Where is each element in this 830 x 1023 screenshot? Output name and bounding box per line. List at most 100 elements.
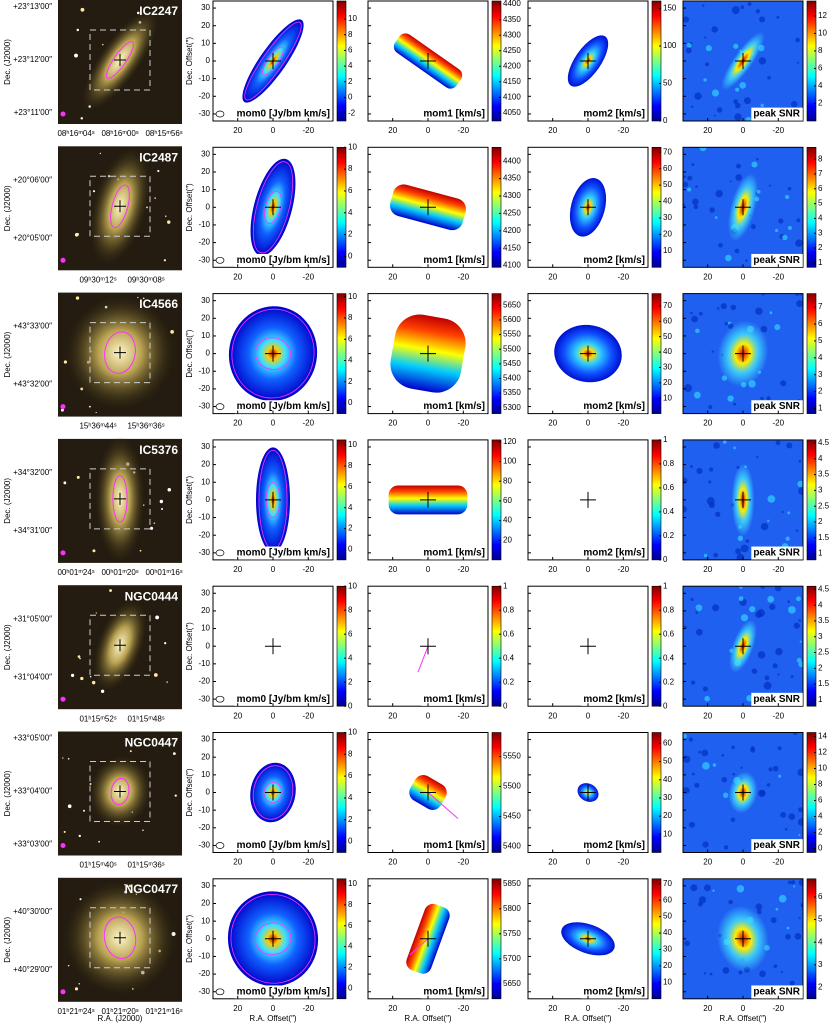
star (74, 53, 78, 58)
y-tick-label: 10 (201, 38, 210, 47)
x-tick-label: -20 (773, 126, 785, 135)
y-tick-label: 20 (201, 167, 210, 176)
noise (716, 107, 723, 113)
noise (782, 234, 788, 241)
center-cross (420, 784, 436, 801)
noise (786, 442, 793, 449)
panel-label: peak SNR (753, 255, 800, 266)
noise (797, 768, 803, 777)
noise (688, 737, 694, 742)
y-tick-label: -10 (198, 220, 210, 229)
beam (60, 257, 66, 263)
y-tick-label: -30 (198, 841, 210, 850)
noise (711, 26, 718, 33)
noise (798, 619, 802, 622)
ra-tick-label: 08ʰ16ᵐ04ˢ (57, 129, 94, 138)
dec-tick-label: +20°05′00″ (13, 233, 52, 242)
noise (712, 604, 720, 612)
center-cross (580, 930, 596, 947)
colorbar-tick-label: 50 (663, 912, 672, 921)
colorbar-tick-label: 0 (348, 252, 353, 261)
x-tick-label: -20 (773, 565, 785, 574)
colorbar-tick-label: 70 (663, 879, 672, 888)
noise (774, 324, 781, 331)
noise (711, 89, 720, 97)
colorbar-tick-label: 3 (818, 370, 823, 379)
noise (715, 189, 723, 198)
star (77, 655, 81, 658)
beam (215, 403, 225, 410)
ra-tick-label: 08ʰ16ᵐ00ˢ (101, 129, 138, 138)
star (67, 757, 70, 760)
x-tick-label: -20 (773, 419, 785, 428)
colorbar (491, 0, 502, 122)
noise (683, 477, 688, 484)
colorbar-tick-label: 2 (348, 230, 353, 239)
colorbar-tick-label: 0.6 (663, 483, 675, 492)
star (74, 987, 79, 991)
ra-tick-label: 09ʰ30ᵐ08ˢ (127, 275, 164, 284)
star (99, 152, 102, 155)
colorbar-tick-label: 6 (818, 184, 823, 193)
noise (739, 81, 747, 89)
x-tick-label: 0 (586, 565, 591, 574)
noise (701, 749, 709, 757)
x-tick-label: -20 (458, 126, 470, 135)
noise (731, 6, 740, 14)
x-tick-label: 20 (388, 126, 397, 135)
star (79, 657, 81, 660)
x-tick-label: 20 (233, 1004, 242, 1013)
contour (255, 337, 291, 370)
colorbar-tick-label: 10 (348, 142, 357, 151)
noise (694, 92, 702, 100)
label-box (234, 107, 332, 121)
colorbar (806, 0, 817, 122)
noise (690, 680, 696, 685)
label-box (234, 253, 332, 267)
x-tick-label: 20 (548, 858, 557, 867)
noise (695, 185, 698, 188)
ra-tick-label: 01ʰ15ᵐ36ˢ (127, 861, 164, 870)
colorbar-tick-label: 100 (503, 457, 517, 466)
colorbar-tick-label: 3.5 (818, 470, 830, 479)
co-contour (112, 475, 128, 523)
x-tick-label: -20 (618, 272, 630, 281)
noise (712, 889, 715, 892)
y-axis-label: Dec. Offset(″) (185, 37, 194, 85)
x-tick-label: 20 (233, 565, 242, 574)
noise (778, 774, 782, 778)
contour (264, 190, 282, 224)
colorbar (491, 293, 502, 414)
star (172, 752, 176, 756)
noise (683, 16, 690, 23)
x-axis-label: R.A. Offset(″) (564, 1014, 611, 1023)
x-tick-label: 0 (426, 711, 431, 720)
contour (263, 782, 283, 803)
colorbar-tick-label: 5 (818, 336, 823, 345)
colorbar-tick-label: 2 (348, 377, 353, 386)
colorbar-tick-label: 60 (663, 739, 672, 748)
x-tick-label: 0 (741, 126, 746, 135)
noise (683, 175, 686, 179)
noise (691, 105, 694, 108)
y-tick-label: -20 (198, 238, 210, 247)
field-box (89, 322, 151, 384)
x-tick-label: -20 (303, 565, 315, 574)
colorbar-tick-label: 0.2 (663, 531, 675, 540)
noise (784, 194, 790, 200)
panel-label: mom2 [km/s] (583, 548, 645, 559)
noise (789, 980, 795, 986)
noise (725, 254, 732, 262)
colorbar-tick-label: 5500 (503, 782, 521, 791)
label-box (581, 692, 647, 706)
noise (704, 695, 710, 702)
y-tick-label: 30 (201, 296, 210, 305)
noise (772, 663, 778, 669)
galaxy-name: IC2487 (139, 150, 178, 164)
colorbar-tick-label: 1 (818, 549, 823, 558)
y-tick-label: -30 (198, 255, 210, 264)
noise (798, 917, 801, 920)
colorbar-tick-label: 4200 (503, 61, 521, 70)
colorbar-tick-label: 60 (503, 496, 512, 505)
